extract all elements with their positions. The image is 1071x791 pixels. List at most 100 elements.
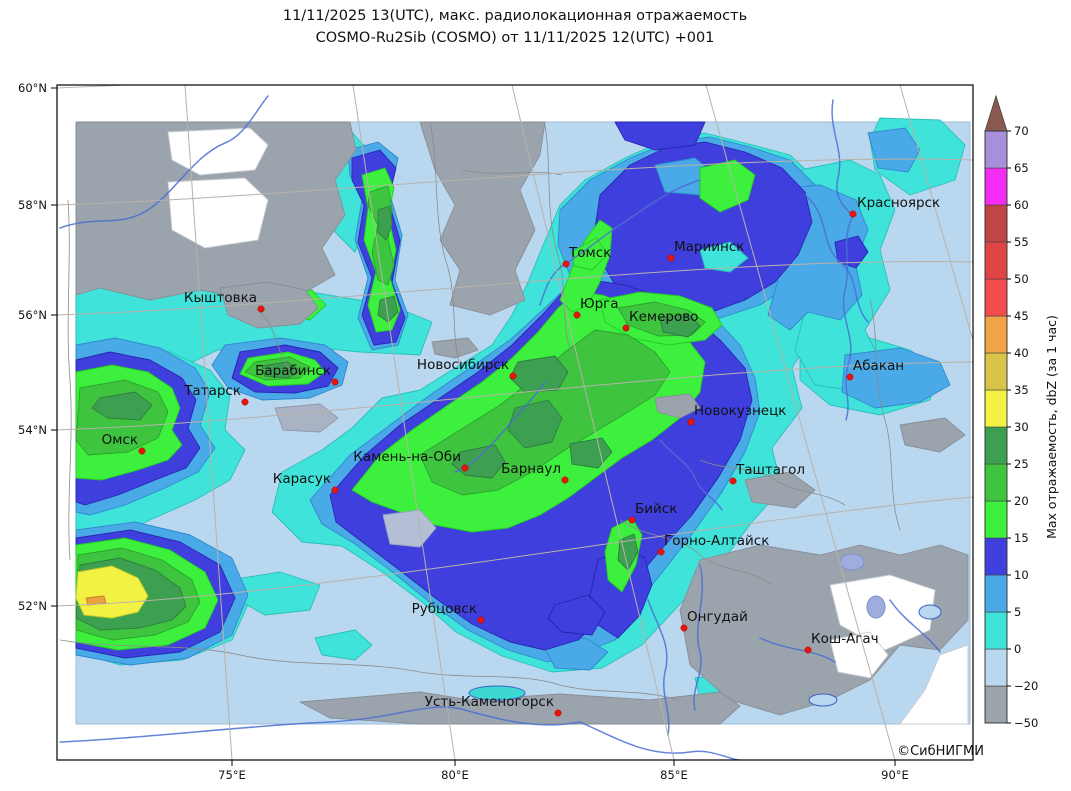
river	[59, 95, 269, 229]
colorbar-tick-label: 70	[1014, 124, 1029, 138]
city-label: Камень-на-Оби	[353, 449, 461, 465]
city-markers-layer: Красноярск Томск Мариинск Кыштовка Юрга Кемер…	[102, 195, 940, 717]
city-marker	[849, 210, 857, 218]
colorbar-segment	[984, 352, 1008, 391]
y-tick-label: 60°N	[18, 81, 47, 95]
field-region-25-30	[617, 533, 639, 571]
colorbar-segment	[984, 315, 1008, 354]
colorbar-segment	[984, 537, 1008, 576]
graticule-layer	[57, 85, 973, 760]
city-marker	[331, 486, 339, 494]
city-marker	[657, 548, 665, 556]
colorbar-tick-label: 40	[1014, 346, 1029, 360]
field-region-5-10	[867, 127, 921, 173]
colorbar-segment	[984, 500, 1008, 539]
city-marker	[461, 464, 469, 472]
colorbar-tick-label: 5	[1014, 605, 1021, 619]
y-tick-label: 54°N	[18, 423, 47, 437]
city-label: Бийск	[635, 501, 677, 517]
city-marker	[804, 646, 812, 654]
admin-border	[869, 299, 901, 531]
colorbar-segment	[984, 389, 1008, 428]
y-tick-label: 56°N	[18, 308, 47, 322]
city-label: Усть-Каменогорск	[425, 694, 554, 710]
field-region-25-30	[261, 361, 301, 379]
colorbar-tick-label: 0	[1014, 642, 1021, 656]
field-region-0-5	[699, 241, 749, 273]
city-label: Рубцовск	[412, 601, 477, 617]
city-marker	[561, 476, 569, 484]
colorbar-tick-label: 55	[1014, 235, 1029, 249]
city-label: Новокузнецк	[694, 403, 786, 419]
river	[889, 599, 941, 653]
field-region-nodata-gray	[419, 121, 546, 316]
city-label: Абакан	[853, 358, 904, 374]
river	[659, 439, 723, 511]
field-region-10-15	[614, 121, 706, 151]
graticule-longitude	[705, 85, 896, 760]
city-marker	[729, 477, 737, 485]
city-label: Онгудай	[687, 609, 748, 625]
colorbar-segment	[984, 611, 1008, 650]
city-marker	[554, 709, 562, 717]
colorbar-tick-label: −20	[1014, 679, 1038, 693]
colorbar-tick-label: 30	[1014, 420, 1029, 434]
y-tick-label: 58°N	[18, 198, 47, 212]
field-region-15-20	[571, 237, 609, 271]
patch-periwinkle	[839, 553, 865, 571]
colorbar-tick-label: 65	[1014, 161, 1029, 175]
city-label: Кыштовка	[184, 290, 257, 306]
city-marker	[241, 398, 249, 406]
city-label: Новосибирск	[417, 357, 509, 373]
colorbar-segment	[984, 278, 1008, 317]
city-label: Томск	[568, 245, 611, 261]
colorbar-overflow-arrow	[984, 94, 1008, 132]
city-label: Карасук	[273, 471, 331, 487]
field-region-nodata-gray	[654, 393, 701, 419]
field-region-25-30	[91, 391, 153, 421]
lake	[808, 693, 838, 707]
geography-layer	[59, 95, 941, 760]
colorbar-tick-label: 60	[1014, 198, 1029, 212]
city-label: Барнаул	[501, 461, 561, 477]
title-line2: COSMO-Ru2Sib (COSMO) от 11/11/2025 12(UT…	[316, 30, 715, 46]
colorbar-tick-label: 20	[1014, 494, 1029, 508]
colorbar-tick-label: 10	[1014, 568, 1029, 582]
colorbar-tick-label: −50	[1014, 716, 1038, 730]
colorbar-segment	[984, 241, 1008, 280]
city-marker	[562, 260, 570, 268]
x-tick-label: 80°E	[441, 768, 469, 782]
colorbar-segment	[984, 685, 1008, 724]
colorbar-segment	[984, 130, 1008, 169]
lake	[468, 685, 526, 701]
map-frame	[56, 84, 974, 761]
field-region-25-30	[377, 295, 399, 323]
city-marker	[477, 616, 485, 624]
city-marker	[667, 254, 675, 262]
field-region-nodata-gray	[431, 337, 479, 359]
colorbar-segment	[984, 574, 1008, 613]
city-marker	[331, 378, 339, 386]
graticule-latitude	[57, 261, 973, 316]
city-marker	[687, 418, 695, 426]
colorbar-segment	[984, 463, 1008, 502]
city-label: Красноярск	[857, 195, 940, 211]
colorbar-tick-label: 50	[1014, 272, 1029, 286]
field-region-0-5	[314, 629, 373, 661]
river	[539, 179, 701, 306]
colorbar-segment	[984, 648, 1008, 687]
graticule-longitude	[184, 85, 233, 760]
field-region-lavender	[382, 509, 437, 548]
river	[647, 599, 670, 736]
graticule-longitude	[511, 85, 675, 760]
graticule-latitude	[57, 361, 973, 431]
river	[59, 706, 741, 760]
city-marker	[628, 516, 636, 524]
graticule-latitude	[57, 158, 973, 206]
city-label: Мариинск	[674, 239, 744, 255]
x-tick-label: 75°E	[218, 768, 246, 782]
field-region-25-30	[659, 313, 701, 338]
y-tick-label: 52°N	[18, 599, 47, 613]
